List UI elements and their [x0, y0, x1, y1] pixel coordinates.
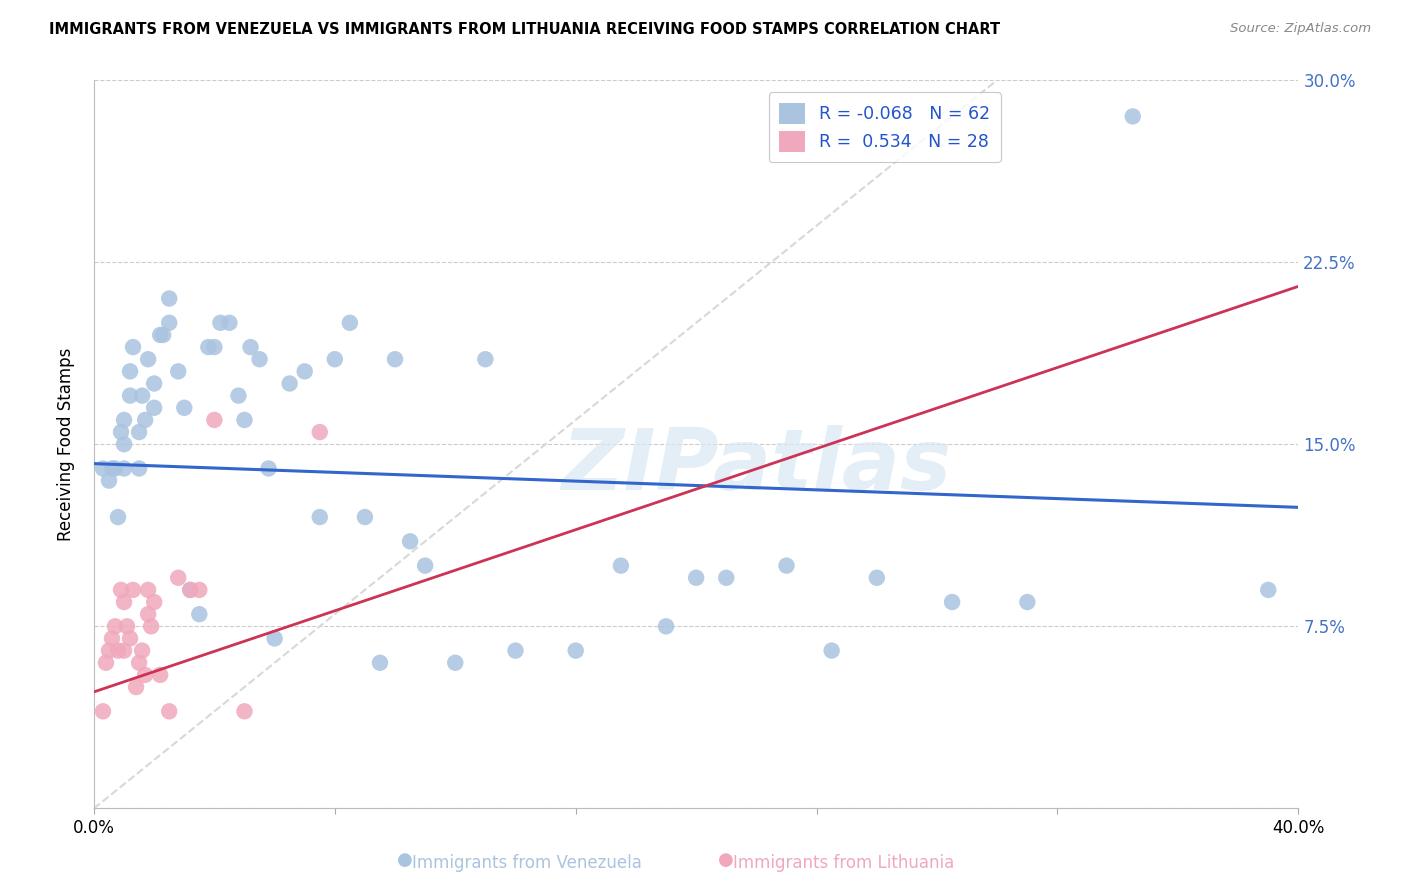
Point	[941, 595, 963, 609]
Point	[173, 401, 195, 415]
Point	[294, 364, 316, 378]
Point	[104, 461, 127, 475]
Point	[564, 643, 586, 657]
Point	[263, 632, 285, 646]
Point	[107, 643, 129, 657]
Point	[143, 376, 166, 391]
Point	[101, 461, 124, 475]
Point	[143, 595, 166, 609]
Point	[399, 534, 422, 549]
Point	[167, 364, 190, 378]
Point	[110, 425, 132, 439]
Text: Immigrants from Venezuela: Immigrants from Venezuela	[412, 855, 643, 872]
Point	[112, 413, 135, 427]
Point	[1122, 109, 1144, 123]
Point	[149, 327, 172, 342]
Point	[107, 510, 129, 524]
Point	[820, 643, 842, 657]
Text: ●: ●	[396, 851, 413, 869]
Point	[104, 619, 127, 633]
Point	[91, 461, 114, 475]
Point	[202, 340, 225, 354]
Point	[323, 352, 346, 367]
Point	[101, 632, 124, 646]
Point	[157, 316, 180, 330]
Point	[384, 352, 406, 367]
Point	[112, 461, 135, 475]
Point	[202, 413, 225, 427]
Point	[122, 340, 145, 354]
Point	[179, 582, 201, 597]
Point	[112, 437, 135, 451]
Point	[152, 327, 174, 342]
Y-axis label: Receiving Food Stamps: Receiving Food Stamps	[58, 348, 75, 541]
Point	[233, 704, 256, 718]
Point	[249, 352, 271, 367]
Point	[131, 389, 153, 403]
Point	[115, 619, 138, 633]
Point	[228, 389, 250, 403]
Point	[179, 582, 201, 597]
Point	[368, 656, 391, 670]
Point	[257, 461, 280, 475]
Point	[233, 413, 256, 427]
Point	[188, 582, 211, 597]
Point	[122, 582, 145, 597]
Point	[136, 352, 159, 367]
Text: Immigrants from Lithuania: Immigrants from Lithuania	[733, 855, 955, 872]
Point	[354, 510, 377, 524]
Point	[128, 425, 150, 439]
Point	[188, 607, 211, 622]
Point	[134, 668, 156, 682]
Point	[98, 643, 121, 657]
Point	[444, 656, 467, 670]
Point	[308, 425, 330, 439]
Point	[139, 619, 162, 633]
Point	[136, 582, 159, 597]
Point	[136, 607, 159, 622]
Text: IMMIGRANTS FROM VENEZUELA VS IMMIGRANTS FROM LITHUANIA RECEIVING FOOD STAMPS COR: IMMIGRANTS FROM VENEZUELA VS IMMIGRANTS …	[49, 22, 1000, 37]
Point	[128, 461, 150, 475]
Point	[110, 582, 132, 597]
Point	[278, 376, 301, 391]
Point	[149, 668, 172, 682]
Point	[505, 643, 527, 657]
Point	[125, 680, 148, 694]
Point	[120, 364, 142, 378]
Text: Source: ZipAtlas.com: Source: ZipAtlas.com	[1230, 22, 1371, 36]
Point	[143, 401, 166, 415]
Point	[120, 389, 142, 403]
Point	[239, 340, 262, 354]
Point	[157, 704, 180, 718]
Point	[209, 316, 232, 330]
Point	[128, 656, 150, 670]
Point	[1257, 582, 1279, 597]
Point	[218, 316, 240, 330]
Point	[167, 571, 190, 585]
Point	[610, 558, 633, 573]
Point	[339, 316, 361, 330]
Point	[866, 571, 889, 585]
Point	[94, 656, 117, 670]
Point	[120, 632, 142, 646]
Point	[716, 571, 738, 585]
Point	[655, 619, 678, 633]
Text: ZIPatlas: ZIPatlas	[561, 425, 952, 508]
Point	[157, 292, 180, 306]
Point	[685, 571, 707, 585]
Point	[775, 558, 797, 573]
Point	[308, 510, 330, 524]
Point	[134, 413, 156, 427]
Point	[112, 643, 135, 657]
Legend: R = -0.068   N = 62, R =  0.534   N = 28: R = -0.068 N = 62, R = 0.534 N = 28	[769, 92, 1001, 162]
Point	[112, 595, 135, 609]
Point	[197, 340, 219, 354]
Point	[1017, 595, 1039, 609]
Text: ●: ●	[717, 851, 734, 869]
Point	[98, 474, 121, 488]
Point	[413, 558, 436, 573]
Point	[474, 352, 496, 367]
Point	[131, 643, 153, 657]
Point	[91, 704, 114, 718]
